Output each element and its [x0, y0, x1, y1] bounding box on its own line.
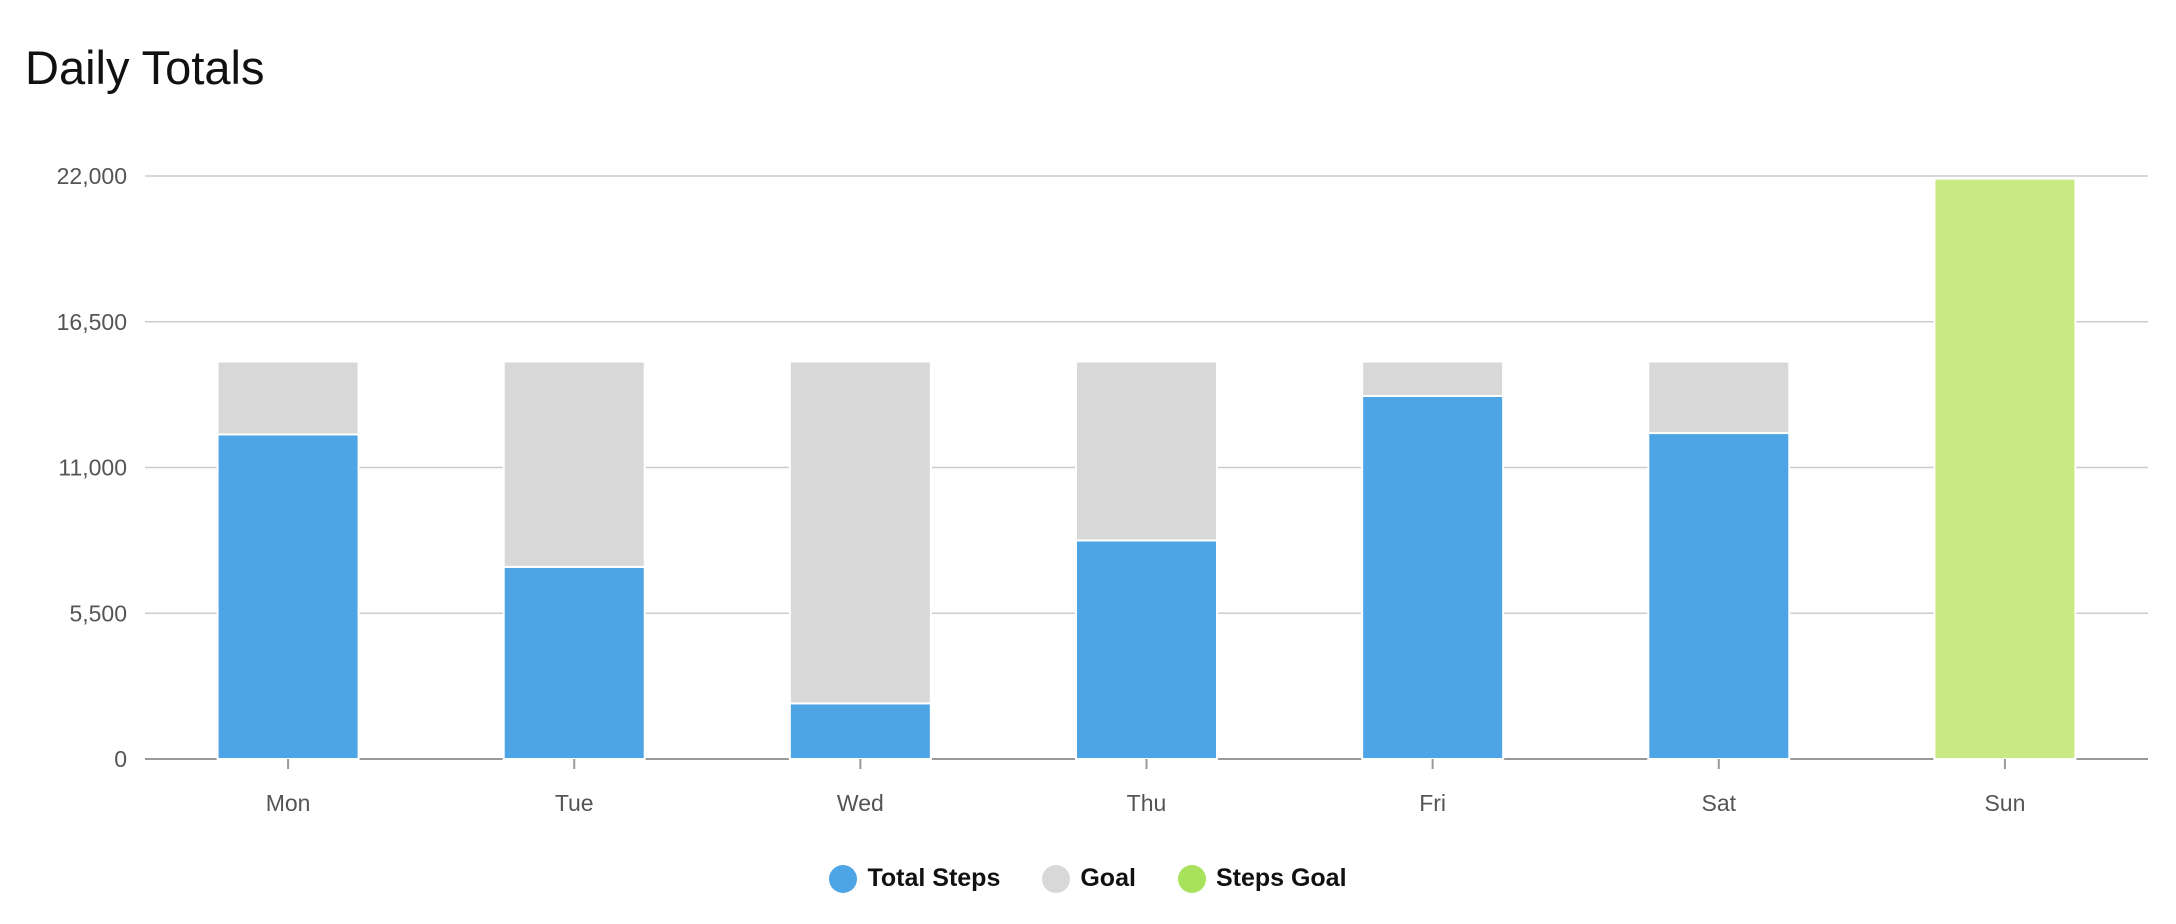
bar-goal[interactable] — [1647, 360, 1791, 435]
y-tick-label: 16,500 — [57, 309, 127, 335]
bar-total-steps[interactable] — [502, 565, 646, 760]
x-tick-label: Wed — [837, 790, 884, 816]
bar-total-steps[interactable] — [1647, 432, 1791, 760]
legend-swatch-total-steps — [829, 864, 858, 893]
chart-title: Daily Totals — [25, 41, 265, 94]
bar-total-steps[interactable] — [1361, 394, 1505, 760]
y-tick-label: 0 — [114, 746, 127, 772]
bar-total-steps[interactable] — [216, 433, 360, 760]
bar-total-steps[interactable] — [1075, 539, 1218, 760]
legend-label-total-steps: Total Steps — [867, 864, 1001, 892]
x-tick-label: Sun — [1984, 790, 2025, 816]
bar-goal[interactable] — [788, 360, 932, 705]
chart-legend: Total Steps Goal Steps Goal — [0, 864, 2176, 893]
bar-goal[interactable] — [502, 360, 646, 568]
legend-swatch-steps-goal — [1177, 864, 1206, 893]
bar-goal[interactable] — [1361, 360, 1505, 397]
bar-goal[interactable] — [216, 360, 360, 436]
legend-label-steps-goal: Steps Goal — [1215, 864, 1347, 892]
legend-item-total-steps[interactable]: Total Steps — [829, 864, 1000, 893]
x-tick-label: Mon — [266, 790, 311, 816]
chart-plot-area: 0 5,500 11,000 16,500 22,000 Mon Tue Wed Thu Fri S… — [57, 163, 2148, 816]
x-tick-label: Sat — [1702, 790, 1737, 816]
legend-swatch-goal — [1042, 864, 1071, 893]
x-tick-label: Fri — [1419, 790, 1446, 816]
legend-label-goal: Goal — [1080, 864, 1136, 892]
bar-total-steps[interactable] — [788, 702, 932, 760]
y-tick-label: 11,000 — [58, 455, 127, 481]
legend-item-steps-goal[interactable]: Steps Goal — [1177, 864, 1347, 893]
y-tick-label: 5,500 — [69, 600, 127, 626]
y-tick-label: 22,000 — [57, 163, 127, 189]
bar-goal[interactable] — [1075, 360, 1218, 542]
x-tick-label: Thu — [1127, 790, 1167, 816]
bar-steps-goal[interactable] — [1933, 177, 2077, 760]
legend-item-goal[interactable]: Goal — [1042, 864, 1136, 893]
x-tick-label: Tue — [555, 790, 594, 816]
